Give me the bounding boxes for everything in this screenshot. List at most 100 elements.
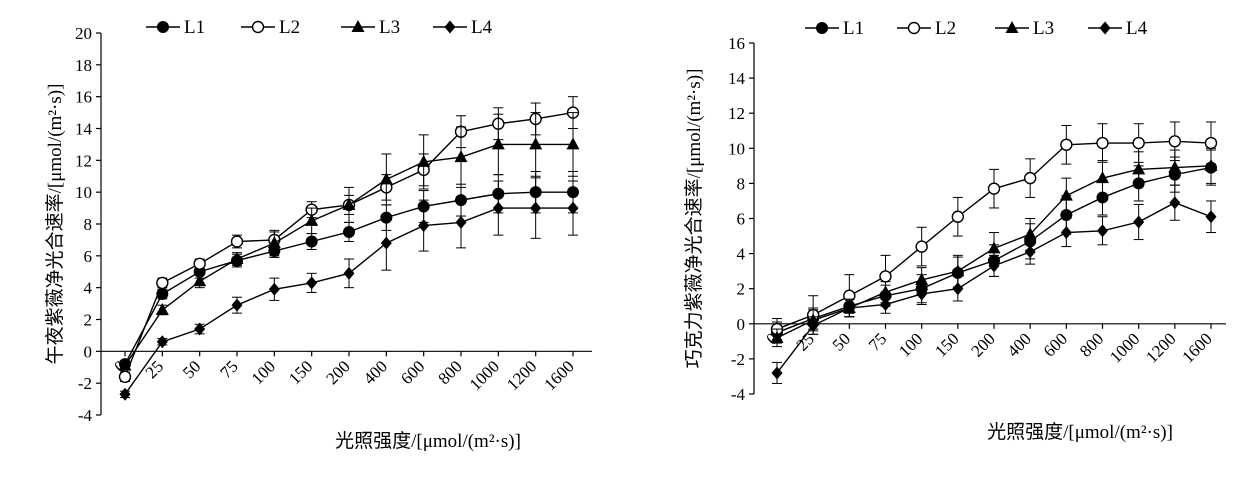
data-point bbox=[379, 172, 393, 185]
x-tick-label: 1600 bbox=[540, 357, 577, 394]
data-point bbox=[916, 287, 928, 301]
chart-1: -4-2024681012141618200255075100150200400… bbox=[44, 17, 592, 452]
y-tick-label: 10 bbox=[75, 183, 92, 202]
data-point bbox=[1060, 138, 1073, 151]
y-tick-label: 8 bbox=[737, 174, 746, 193]
data-point bbox=[951, 210, 965, 223]
data-point bbox=[567, 201, 579, 215]
data-point bbox=[193, 274, 207, 287]
y-tick-label: 6 bbox=[737, 210, 746, 229]
y-tick-label: -2 bbox=[731, 350, 745, 369]
legend-marker bbox=[907, 21, 921, 35]
y-axis-title: 午夜紫薇净光合速率/[μmol/(m²·s)] bbox=[44, 84, 66, 365]
x-tick-label: 200 bbox=[967, 329, 998, 360]
x-tick-label: 400 bbox=[360, 357, 391, 388]
data-point bbox=[915, 272, 929, 285]
data-point bbox=[1132, 162, 1146, 175]
x-tick-label: 800 bbox=[1076, 329, 1107, 360]
series-L4 bbox=[771, 184, 1217, 384]
data-point bbox=[529, 137, 543, 150]
data-point bbox=[1204, 158, 1218, 171]
x-tick-label: 600 bbox=[397, 357, 428, 388]
x-axis-title: 光照强度/[μmol/(m²·s)] bbox=[987, 421, 1173, 443]
data-point bbox=[267, 236, 281, 249]
legend: L1 L2 L3 L4 bbox=[805, 18, 1148, 39]
data-point bbox=[770, 330, 784, 343]
data-point bbox=[1060, 226, 1072, 240]
y-tick-label: 20 bbox=[75, 24, 92, 43]
x-tick-label: 1600 bbox=[1178, 329, 1215, 366]
data-point bbox=[342, 197, 356, 210]
data-point bbox=[118, 358, 132, 371]
legend-label: L4 bbox=[1126, 18, 1148, 39]
y-tick-label: 2 bbox=[84, 311, 93, 330]
y-tick-label: 12 bbox=[75, 151, 92, 170]
data-point bbox=[1023, 227, 1037, 240]
data-point bbox=[880, 297, 891, 311]
data-point bbox=[231, 298, 243, 312]
x-tick-label: 50 bbox=[829, 329, 854, 354]
legend-marker bbox=[1099, 21, 1111, 35]
data-point bbox=[1168, 135, 1182, 148]
data-point bbox=[1133, 215, 1145, 229]
legend-label: L4 bbox=[471, 17, 493, 38]
data-point bbox=[951, 264, 965, 277]
legend: L1 L2 L3 L4 bbox=[146, 17, 493, 38]
y-tick-label: 4 bbox=[737, 245, 746, 264]
data-point bbox=[454, 150, 468, 163]
data-point bbox=[879, 270, 892, 283]
data-point bbox=[1205, 210, 1217, 224]
legend-marker bbox=[1005, 21, 1019, 33]
y-tick-label: 14 bbox=[728, 69, 746, 88]
x-tick-label: 1200 bbox=[503, 357, 540, 394]
x-tick-label: 1000 bbox=[1106, 329, 1143, 366]
data-point bbox=[193, 257, 206, 270]
series-L2 bbox=[770, 121, 1218, 341]
y-tick-label: 10 bbox=[728, 139, 745, 158]
data-point bbox=[952, 282, 964, 296]
legend-label: L1 bbox=[184, 17, 205, 38]
data-point bbox=[119, 387, 131, 401]
data-point bbox=[988, 259, 1000, 273]
legend-marker bbox=[816, 22, 828, 34]
y-tick-label: 0 bbox=[84, 342, 93, 361]
series-line bbox=[124, 143, 573, 367]
x-tick-label: 25 bbox=[142, 357, 167, 382]
x-tick-label: 400 bbox=[1004, 329, 1035, 360]
y-tick-label: 2 bbox=[737, 280, 746, 299]
x-tick-label: 75 bbox=[216, 357, 241, 382]
legend-marker bbox=[351, 20, 365, 32]
data-point bbox=[530, 201, 542, 215]
legend-label: L3 bbox=[1033, 18, 1054, 39]
data-point bbox=[1132, 136, 1145, 150]
data-point bbox=[417, 154, 431, 167]
data-point bbox=[1168, 160, 1182, 173]
legend-marker bbox=[444, 20, 456, 34]
y-tick-label: -4 bbox=[78, 406, 93, 425]
y-axis-title: 巧克力紫薇净光合速率/[μmol/(m²·s)] bbox=[683, 69, 705, 369]
x-tick-label: 200 bbox=[322, 357, 353, 388]
data-point bbox=[194, 322, 206, 336]
data-point bbox=[1096, 171, 1109, 184]
data-point bbox=[492, 201, 504, 215]
data-point bbox=[230, 235, 244, 248]
data-point bbox=[1023, 171, 1037, 185]
y-tick-label: 16 bbox=[75, 88, 92, 107]
data-point bbox=[1059, 188, 1073, 201]
x-tick-label: 75 bbox=[865, 329, 890, 354]
data-point bbox=[1024, 245, 1036, 259]
x-tick-label: 600 bbox=[1040, 329, 1071, 360]
y-tick-label: 8 bbox=[84, 215, 93, 234]
data-point bbox=[118, 370, 132, 383]
y-tick-label: -4 bbox=[731, 385, 746, 404]
y-tick-label: 18 bbox=[75, 56, 92, 75]
x-tick-label: 50 bbox=[179, 357, 204, 382]
legend-label: L2 bbox=[279, 17, 300, 38]
y-tick-label: 0 bbox=[737, 315, 746, 334]
data-point bbox=[1097, 224, 1108, 238]
data-point bbox=[1169, 196, 1181, 210]
data-point bbox=[771, 366, 783, 380]
data-point bbox=[343, 266, 355, 280]
